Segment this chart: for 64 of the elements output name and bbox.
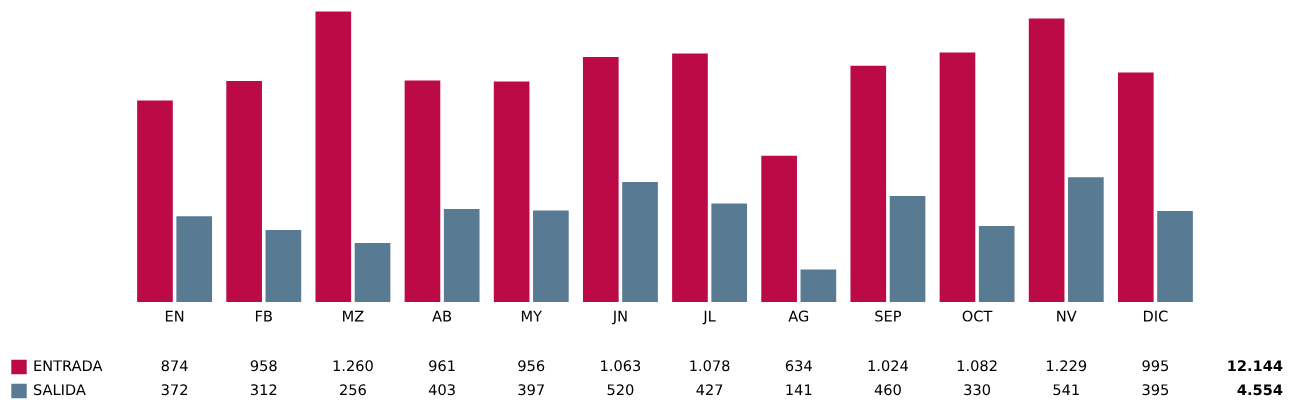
x-tick-label: EN (165, 310, 184, 322)
data-label: 634 (785, 360, 812, 372)
data-label: 1.229 (1046, 360, 1087, 372)
bar (1157, 210, 1193, 302)
bar (582, 56, 619, 302)
data-label: 874 (161, 360, 188, 372)
x-tick-label: JL (702, 310, 716, 325)
bar (622, 182, 658, 302)
data-label: 1.260 (333, 360, 373, 372)
data-label: 956 (518, 360, 545, 372)
data-label: 141 (786, 384, 812, 396)
data-label: 403 (428, 384, 455, 396)
bar (137, 100, 173, 302)
data-label: 397 (518, 384, 544, 396)
data-label: 1.082 (957, 360, 997, 372)
data-label: 1.024 (868, 360, 908, 372)
bar (711, 203, 748, 302)
bar (493, 81, 530, 302)
data-label: 995 (1142, 360, 1169, 372)
data-label: 520 (607, 384, 634, 396)
bar (978, 225, 1015, 302)
bar (889, 195, 926, 302)
x-tick-label: AG (788, 310, 809, 322)
data-label: 958 (250, 360, 277, 372)
x-tick-label: AB (432, 310, 452, 322)
bar (800, 269, 837, 302)
data-label: 427 (696, 384, 723, 396)
bar (315, 11, 352, 302)
bar (443, 209, 480, 302)
data-label: 256 (340, 384, 366, 396)
legend-label: ENTRADA (34, 360, 103, 372)
data-label: 460 (874, 384, 901, 396)
data-label: 541 (1053, 384, 1079, 396)
text: 4.554 (1237, 384, 1283, 396)
data-label: 1.063 (601, 360, 641, 372)
x-tick-label: JN (612, 310, 627, 325)
bar (761, 155, 797, 302)
data-label: 330 (964, 384, 991, 396)
bar (404, 80, 441, 302)
bar (1068, 177, 1104, 302)
data-label: 1.078 (690, 360, 730, 372)
data-label: 372 (161, 384, 188, 396)
bar (672, 53, 708, 302)
x-tick-label: OCT (962, 310, 993, 322)
x-tick-label: SEP (875, 310, 902, 322)
data-label: 961 (429, 360, 455, 372)
bar (176, 216, 213, 302)
bar (1117, 72, 1154, 302)
bar (265, 230, 302, 302)
bar (533, 210, 569, 302)
data-label: 395 (1142, 384, 1169, 396)
x-tick-label: DIC (1143, 310, 1168, 322)
data-label: 312 (250, 384, 277, 396)
x-tick-label: FB (255, 310, 272, 322)
bar (226, 81, 262, 302)
x-tick-label: MY (521, 310, 543, 322)
bar (850, 65, 887, 302)
bar (1028, 18, 1065, 302)
x-tick-label: MZ (343, 310, 364, 322)
text: 12.144 (1228, 360, 1283, 372)
x-tick-label: NV (1057, 310, 1077, 322)
bar (939, 52, 976, 302)
bar (354, 242, 391, 302)
legend-label: SALIDA (33, 384, 86, 396)
